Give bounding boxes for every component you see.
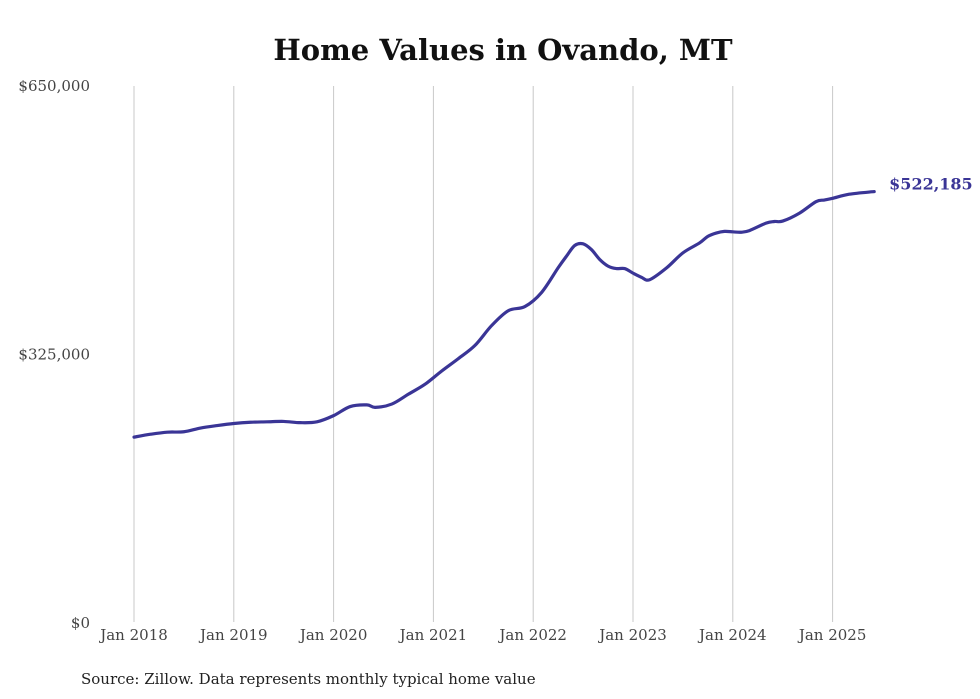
latest-value-label: $522,185 bbox=[889, 175, 973, 194]
y-tick-label: $325,000 bbox=[18, 346, 90, 364]
y-axis-ticks: $0 $325,000 $650,000 bbox=[18, 77, 90, 632]
y-tick-label: $650,000 bbox=[18, 77, 90, 95]
x-tick-label: Jan 2024 bbox=[697, 626, 767, 644]
x-tick-label: Jan 2018 bbox=[98, 626, 168, 644]
x-tick-label: Jan 2019 bbox=[198, 626, 268, 644]
x-tick-label: Jan 2020 bbox=[298, 626, 368, 644]
home-value-line bbox=[132, 189, 876, 439]
x-tick-label: Jan 2022 bbox=[497, 626, 567, 644]
vertical-grid bbox=[133, 86, 834, 622]
x-tick-label: Jan 2025 bbox=[797, 626, 867, 644]
x-tick-label: Jan 2021 bbox=[398, 626, 468, 644]
source-note: Source: Zillow. Data represents monthly … bbox=[81, 670, 536, 688]
x-tick-label: Jan 2023 bbox=[597, 626, 667, 644]
chart-title: Home Values in Ovando, MT bbox=[273, 33, 733, 67]
y-tick-label: $0 bbox=[71, 614, 90, 632]
x-axis-ticks: Jan 2018 Jan 2019 Jan 2020 Jan 2021 Jan 2022… bbox=[98, 626, 866, 644]
